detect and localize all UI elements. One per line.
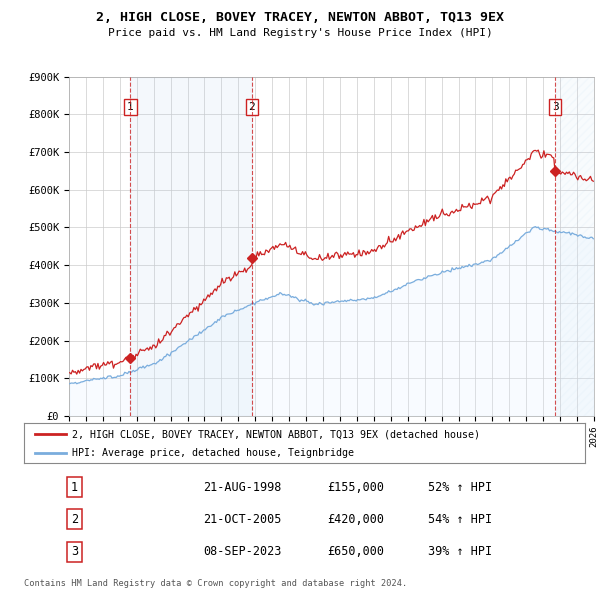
Text: Contains HM Land Registry data © Crown copyright and database right 2024.
This d: Contains HM Land Registry data © Crown c… [24, 579, 407, 590]
Text: £155,000: £155,000 [327, 481, 384, 494]
Text: HPI: Average price, detached house, Teignbridge: HPI: Average price, detached house, Teig… [71, 448, 353, 458]
Bar [555, 77, 594, 416]
Text: 2, HIGH CLOSE, BOVEY TRACEY, NEWTON ABBOT, TQ13 9EX: 2, HIGH CLOSE, BOVEY TRACEY, NEWTON ABBO… [96, 11, 504, 24]
Text: 2, HIGH CLOSE, BOVEY TRACEY, NEWTON ABBOT, TQ13 9EX (detached house): 2, HIGH CLOSE, BOVEY TRACEY, NEWTON ABBO… [71, 430, 479, 440]
Text: 1: 1 [127, 102, 134, 112]
Text: 2: 2 [71, 513, 78, 526]
Bar [130, 77, 252, 416]
Text: 39% ↑ HPI: 39% ↑ HPI [428, 545, 492, 558]
Text: 52% ↑ HPI: 52% ↑ HPI [428, 481, 492, 494]
Text: 3: 3 [552, 102, 559, 112]
Text: 08-SEP-2023: 08-SEP-2023 [203, 545, 282, 558]
Text: 21-OCT-2005: 21-OCT-2005 [203, 513, 282, 526]
Text: Price paid vs. HM Land Registry's House Price Index (HPI): Price paid vs. HM Land Registry's House … [107, 28, 493, 38]
Text: £650,000: £650,000 [327, 545, 384, 558]
Text: 3: 3 [71, 545, 78, 558]
Text: 2: 2 [248, 102, 255, 112]
Text: 54% ↑ HPI: 54% ↑ HPI [428, 513, 492, 526]
Text: 1: 1 [71, 481, 78, 494]
Text: £420,000: £420,000 [327, 513, 384, 526]
Text: 21-AUG-1998: 21-AUG-1998 [203, 481, 282, 494]
